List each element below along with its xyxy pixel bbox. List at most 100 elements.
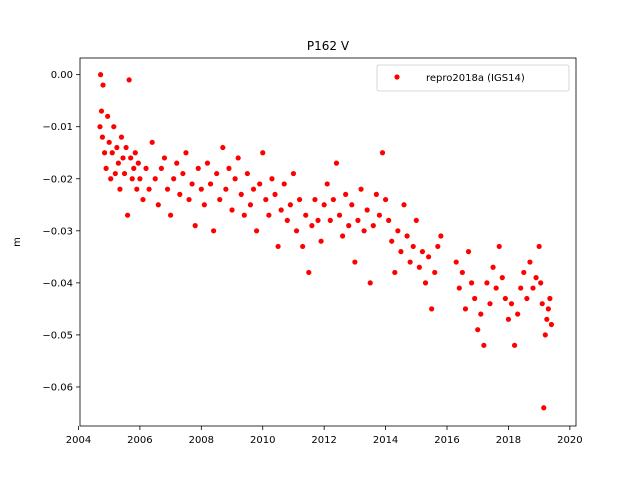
- data-point: [164, 186, 171, 192]
- data-point: [435, 243, 441, 250]
- data-point: [475, 327, 481, 333]
- legend-marker: [394, 74, 400, 80]
- data-point: [545, 306, 551, 312]
- data-point: [171, 176, 177, 182]
- data-point: [296, 196, 303, 203]
- data-point: [214, 170, 220, 177]
- data-point: [180, 170, 186, 177]
- data-point: [410, 243, 416, 250]
- data-point: [137, 176, 143, 182]
- data-point: [518, 285, 524, 291]
- data-point: [367, 280, 373, 286]
- data-point: [324, 181, 330, 187]
- data-point: [364, 207, 370, 213]
- data-point: [493, 285, 499, 291]
- data-point: [358, 186, 364, 192]
- data-point: [125, 212, 131, 218]
- data-point: [407, 259, 413, 265]
- data-point: [223, 186, 229, 192]
- data-point: [459, 269, 465, 276]
- data-point: [204, 160, 211, 166]
- data-point: [263, 196, 269, 203]
- data-point: [134, 186, 140, 192]
- data-point: [146, 186, 152, 192]
- x-tick-label: 2006: [127, 435, 152, 446]
- plot-frame: [79, 57, 577, 427]
- data-point: [143, 165, 149, 171]
- legend-box: [376, 64, 570, 92]
- data-point: [401, 202, 407, 208]
- data-point: [312, 196, 318, 203]
- data-point: [416, 264, 422, 270]
- legend-label: repro2018a (IGS14): [426, 73, 525, 84]
- y-tick-label: −0.03: [42, 226, 73, 237]
- data-point: [247, 202, 254, 208]
- data-point: [161, 155, 168, 161]
- data-point: [183, 150, 189, 156]
- data-point: [232, 176, 238, 182]
- data-point: [120, 155, 126, 161]
- data-point: [481, 342, 487, 348]
- data-point: [290, 170, 297, 177]
- data-point: [238, 191, 244, 197]
- data-point: [413, 217, 419, 223]
- data-point: [425, 254, 432, 260]
- data-point: [547, 295, 553, 302]
- data-point: [281, 181, 287, 187]
- data-point: [100, 82, 106, 88]
- data-point: [123, 144, 129, 151]
- data-point: [97, 72, 104, 78]
- data-point: [177, 191, 183, 197]
- data-point: [339, 233, 346, 239]
- data-point: [140, 196, 146, 203]
- data-point: [456, 285, 462, 291]
- data-point: [315, 217, 321, 223]
- data-point: [333, 160, 340, 166]
- data-point: [309, 223, 315, 229]
- data-point: [108, 176, 114, 182]
- data-point: [539, 301, 545, 307]
- data-point: [149, 139, 155, 145]
- y-axis: 0.00 −0.01 −0.02 −0.03 −0.04 −0.05 −0.06: [42, 70, 80, 393]
- data-point: [284, 217, 290, 223]
- data-point: [438, 233, 444, 239]
- data-point: [404, 233, 410, 239]
- data-point: [115, 160, 121, 166]
- data-point: [544, 316, 550, 322]
- data-point: [220, 144, 226, 151]
- chart-title: P162 V: [307, 39, 350, 53]
- data-point: [453, 259, 459, 265]
- data-point: [235, 155, 241, 161]
- data-point: [257, 181, 263, 187]
- data-point: [524, 295, 530, 302]
- data-point: [499, 275, 505, 281]
- scatter-points: [97, 72, 555, 411]
- data-point: [330, 196, 336, 203]
- data-point: [336, 212, 343, 218]
- data-point: [327, 217, 333, 223]
- y-tick-label: −0.04: [42, 278, 73, 289]
- data-point: [306, 269, 312, 276]
- data-point: [355, 217, 361, 223]
- data-point: [541, 405, 547, 411]
- y-tick-label: −0.02: [42, 174, 73, 185]
- data-point: [373, 191, 379, 197]
- data-point: [97, 124, 103, 130]
- data-point: [530, 285, 536, 291]
- data-point: [253, 228, 260, 234]
- data-point: [250, 186, 257, 192]
- data-point: [303, 212, 309, 218]
- data-point: [135, 160, 141, 166]
- data-point: [132, 150, 138, 156]
- data-point: [260, 150, 266, 156]
- data-point: [195, 165, 201, 171]
- data-point: [521, 269, 527, 276]
- data-point: [484, 280, 490, 286]
- x-tick-label: 2014: [373, 435, 398, 446]
- data-point: [266, 212, 272, 218]
- data-point: [496, 243, 502, 250]
- data-point: [462, 306, 469, 312]
- data-point: [198, 186, 204, 192]
- data-point: [229, 207, 235, 213]
- x-tick-label: 2008: [189, 435, 214, 446]
